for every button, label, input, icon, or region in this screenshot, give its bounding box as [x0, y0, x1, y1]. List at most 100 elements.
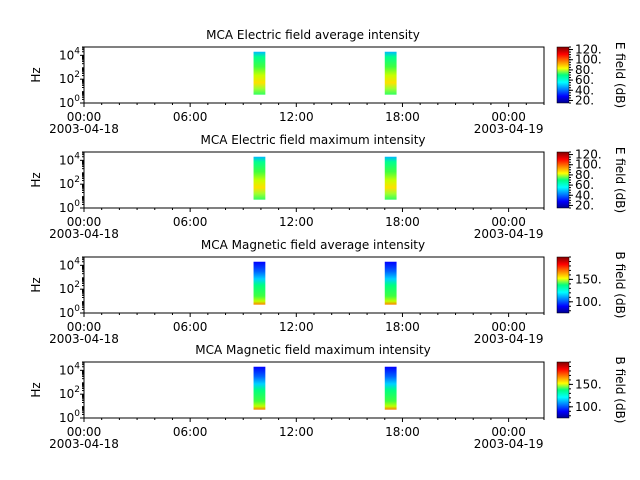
spectrogram-block-2	[384, 261, 397, 305]
x-tick-time: 12:00	[279, 320, 314, 334]
chart-title: MCA Electric field average intensity	[206, 28, 420, 42]
plot-frame	[83, 256, 545, 314]
chart-panel-4: MCA Magnetic field maximum intensity 100 1…	[29, 343, 627, 451]
chart-title: MCA Electric field maximum intensity	[200, 133, 425, 147]
colorbar-tick-label: 40.	[575, 83, 594, 97]
x-tick-time: 00:00	[491, 215, 526, 229]
colorbar-tick-label: 100.	[575, 53, 602, 67]
chart-title: MCA Magnetic field maximum intensity	[195, 343, 431, 357]
plot-frame	[83, 46, 545, 104]
y-tick-base: 10	[59, 177, 74, 191]
y-tick-label: 104	[59, 256, 80, 272]
x-tick-time: 06:00	[173, 215, 208, 229]
colorbar-tick-label: 120.	[575, 43, 602, 57]
y-tick-base: 10	[59, 387, 74, 401]
y-tick-label: 104	[59, 46, 80, 62]
colorbar-tick-label: 60.	[575, 178, 594, 192]
x-tick-time: 00:00	[491, 425, 526, 439]
y-tick-label: 100	[59, 409, 80, 425]
x-tick-time: 06:00	[173, 425, 208, 439]
colorbar-tick-label: 80.	[575, 63, 594, 77]
spectrogram-block-1	[253, 51, 266, 95]
y-tick-label: 102	[59, 280, 80, 296]
spectrogram-block-1	[253, 366, 266, 410]
chart-panel-2: MCA Electric field maximum intensity1001…	[29, 133, 627, 241]
plot-frame	[83, 361, 545, 419]
y-tick-label: 102	[59, 385, 80, 401]
x-tick-time: 12:00	[279, 110, 314, 124]
y-tick-base: 10	[59, 201, 74, 215]
colorbar	[556, 256, 570, 314]
colorbar-tick-label: 20.	[575, 198, 594, 212]
y-tick-label: 102	[59, 175, 80, 191]
y-tick-base: 10	[59, 306, 74, 320]
colorbar-tick-label: 120.	[575, 148, 602, 162]
x-tick-time: 00:00	[67, 110, 102, 124]
chart-panel-3: MCA Magnetic field average intensity1001…	[29, 238, 627, 346]
x-tick-date: 2003-04-19	[474, 332, 544, 346]
x-tick-time: 18:00	[385, 110, 420, 124]
x-tick-time: 00:00	[67, 320, 102, 334]
y-tick-exp: 2	[74, 70, 80, 80]
y-tick-exp: 2	[74, 280, 80, 290]
plot-frame	[83, 151, 545, 209]
y-tick-base: 10	[59, 363, 74, 377]
colorbar	[556, 151, 570, 209]
y-tick-exp: 2	[74, 175, 80, 185]
y-axis-label: Hz	[29, 67, 43, 82]
y-tick-base: 10	[59, 72, 74, 86]
colorbar-tick-label: 100.	[575, 158, 602, 172]
x-tick-time: 18:00	[385, 320, 420, 334]
spectrogram-block-2	[384, 156, 397, 200]
x-tick-time: 12:00	[279, 425, 314, 439]
spectrogram-block-2	[384, 51, 397, 95]
spectrogram-block-1	[253, 156, 266, 200]
colorbar	[556, 46, 570, 104]
colorbar-tick-label: 60.	[575, 73, 594, 87]
y-axis-label: Hz	[29, 382, 43, 397]
y-tick-base: 10	[59, 282, 74, 296]
x-tick-time: 00:00	[67, 425, 102, 439]
colorbar-label: B field (dB)	[613, 357, 627, 424]
colorbar-tick-label: 100.	[575, 295, 602, 309]
y-axis-label: Hz	[29, 277, 43, 292]
y-tick-exp: 0	[74, 94, 80, 104]
x-tick-time: 06:00	[173, 320, 208, 334]
colorbar-label: B field (dB)	[613, 252, 627, 319]
chart-title: MCA Magnetic field average intensity	[201, 238, 425, 252]
x-tick-date: 2003-04-18	[49, 227, 119, 241]
y-tick-label: 104	[59, 361, 80, 377]
y-tick-exp: 4	[74, 361, 80, 371]
y-tick-exp: 0	[74, 304, 80, 314]
x-tick-date: 2003-04-19	[474, 437, 544, 451]
y-tick-label: 100	[59, 199, 80, 215]
x-tick-time: 00:00	[491, 110, 526, 124]
colorbar-label: E field (dB)	[613, 42, 627, 108]
x-tick-time: 06:00	[173, 110, 208, 124]
colorbar-tick-label: 40.	[575, 188, 594, 202]
y-axis-label: Hz	[29, 172, 43, 187]
y-tick-exp: 2	[74, 385, 80, 395]
x-tick-time: 18:00	[385, 215, 420, 229]
colorbar-tick-label: 80.	[575, 168, 594, 182]
chart-panel-1: MCA Electric field average intensity1001…	[29, 28, 627, 136]
y-tick-base: 10	[59, 96, 74, 110]
y-tick-label: 102	[59, 70, 80, 86]
x-tick-date: 2003-04-18	[49, 122, 119, 136]
y-tick-label: 100	[59, 304, 80, 320]
spectrogram-block-1	[253, 261, 266, 305]
y-tick-label: 100	[59, 94, 80, 110]
colorbar	[556, 361, 570, 419]
y-tick-exp: 4	[74, 151, 80, 161]
x-tick-time: 18:00	[385, 425, 420, 439]
colorbar-tick-label: 100.	[575, 400, 602, 414]
y-tick-label: 104	[59, 151, 80, 167]
y-tick-base: 10	[59, 153, 74, 167]
x-tick-date: 2003-04-18	[49, 332, 119, 346]
y-tick-exp: 4	[74, 46, 80, 56]
spectrogram-block-2	[384, 366, 397, 410]
x-tick-date: 2003-04-19	[474, 227, 544, 241]
y-tick-base: 10	[59, 258, 74, 272]
x-tick-date: 2003-04-18	[49, 437, 119, 451]
